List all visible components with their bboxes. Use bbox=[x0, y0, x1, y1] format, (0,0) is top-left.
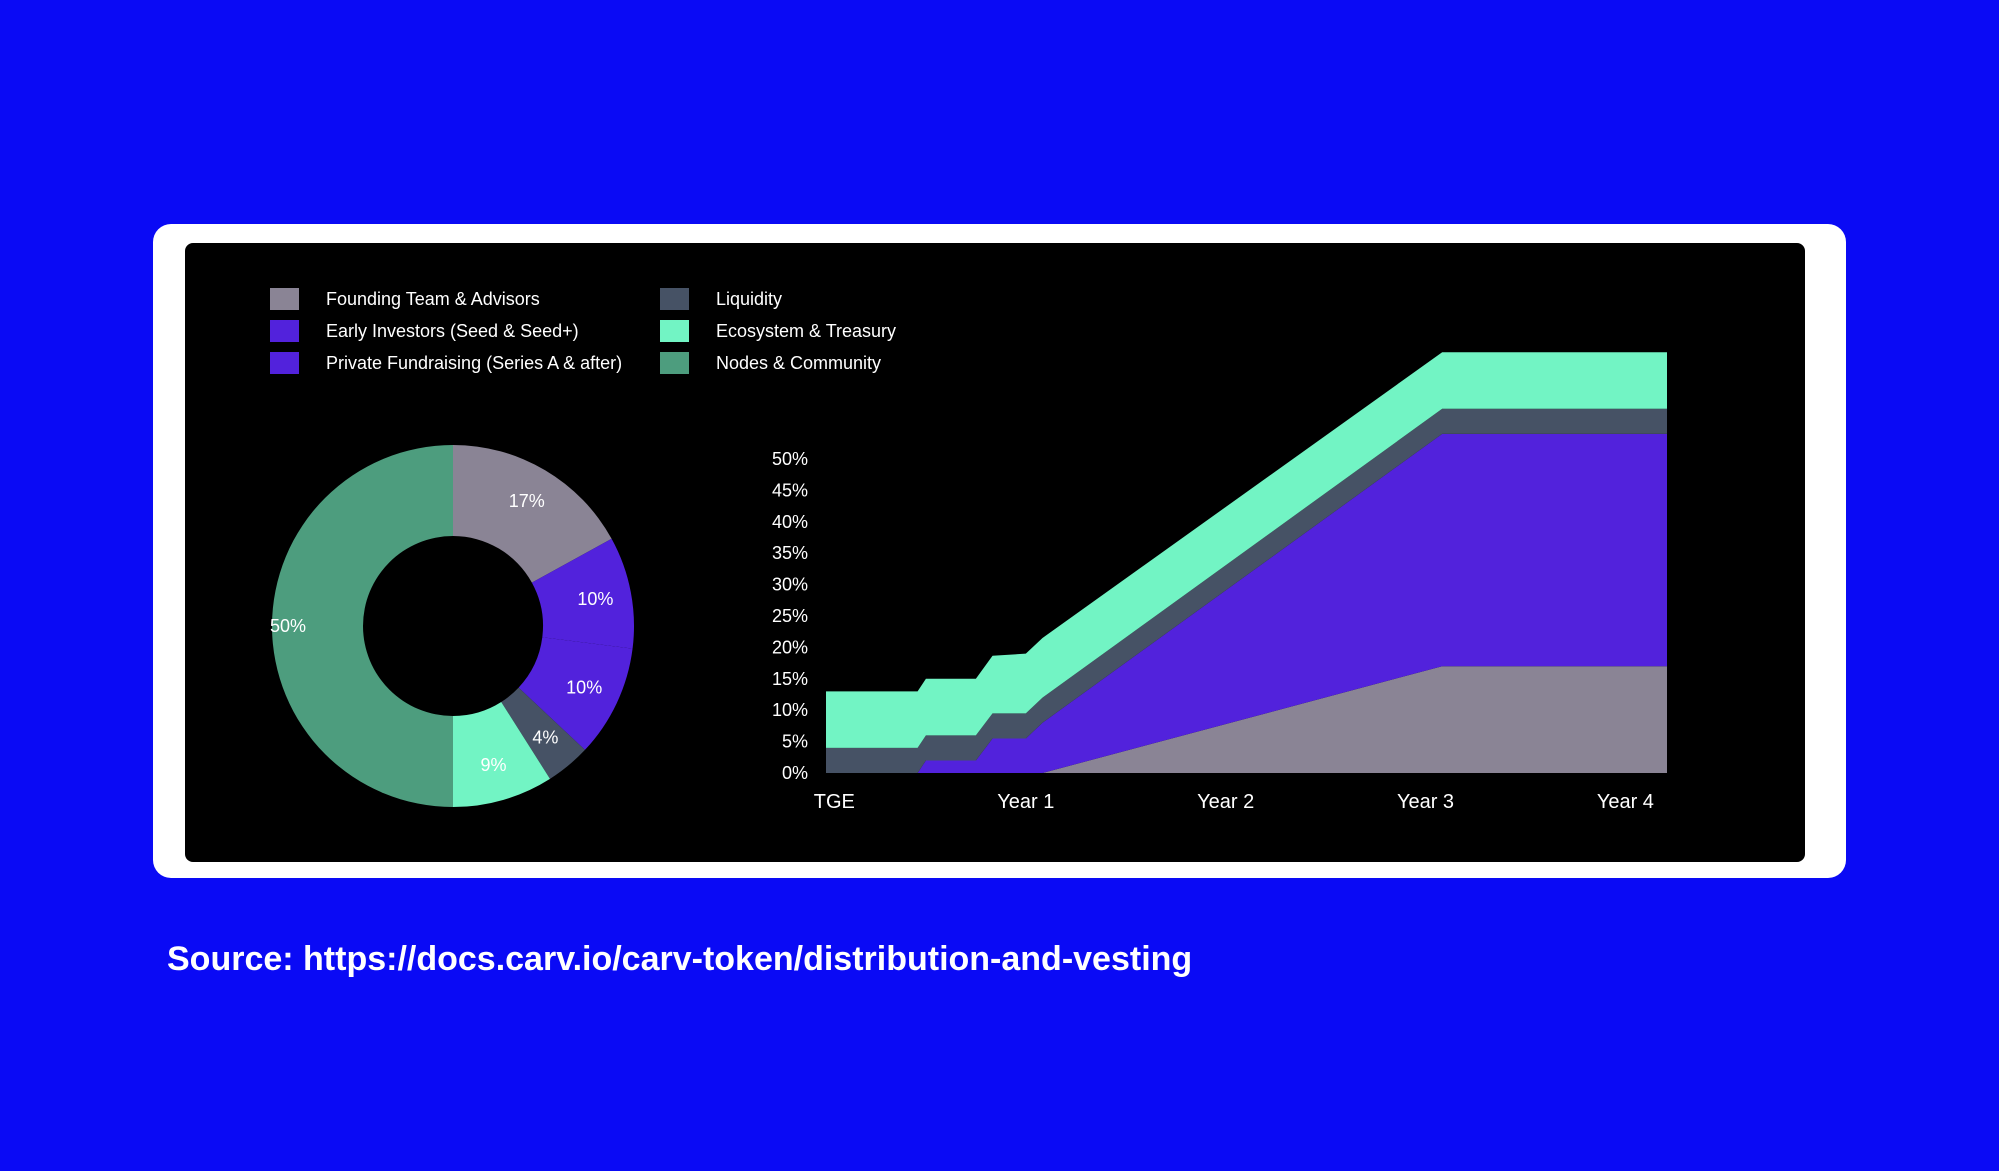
legend-label: Ecosystem & Treasury bbox=[716, 320, 897, 341]
x-tick-label: TGE bbox=[814, 791, 855, 813]
legend-item-nodes: Nodes & Community bbox=[660, 351, 881, 375]
pie-slice bbox=[453, 445, 612, 583]
x-tick-label: Year 4 bbox=[1597, 791, 1654, 813]
y-tick-label: 40% bbox=[772, 512, 808, 532]
legend-swatch bbox=[660, 352, 689, 374]
legend-swatch bbox=[270, 320, 299, 342]
y-tick-label: 0% bbox=[782, 763, 808, 783]
legend-item-liquidity: Liquidity bbox=[660, 287, 782, 311]
area-series bbox=[826, 433, 1667, 773]
pie-slice bbox=[518, 637, 633, 750]
y-tick-label: 15% bbox=[772, 669, 808, 689]
legend-swatch bbox=[270, 288, 299, 310]
area-series bbox=[826, 352, 1667, 748]
chart-panel: 17% 10% 10% 4% 9% 50% 0% 5% 10% 15% 20% 25% 30% 35% 4… bbox=[185, 243, 1805, 862]
legend: Founding Team & Advisors Liquidity Early… bbox=[270, 287, 970, 387]
y-tick-label: 10% bbox=[772, 700, 808, 720]
x-tick-label: Year 2 bbox=[1197, 791, 1254, 813]
pie-slice-label: 17% bbox=[509, 491, 545, 511]
legend-swatch bbox=[660, 320, 689, 342]
x-tick-label: Year 3 bbox=[1397, 791, 1454, 813]
y-tick-label: 35% bbox=[772, 543, 808, 563]
legend-label: Liquidity bbox=[716, 288, 783, 309]
y-tick-label: 50% bbox=[772, 449, 808, 469]
legend-item-ecosystem: Ecosystem & Treasury bbox=[660, 319, 896, 343]
pie-slice-label: 50% bbox=[270, 616, 306, 636]
area-series bbox=[826, 666, 1667, 773]
legend-label: Early Investors (Seed & Seed+) bbox=[326, 320, 579, 341]
y-tick-label: 25% bbox=[772, 606, 808, 626]
legend-label: Private Fundraising (Series A & after) bbox=[326, 352, 623, 373]
donut-chart: 17% 10% 10% 4% 9% 50% bbox=[270, 445, 634, 807]
y-tick-label: 45% bbox=[772, 480, 808, 500]
legend-item-founding: Founding Team & Advisors bbox=[270, 287, 540, 311]
pie-slice bbox=[453, 701, 550, 807]
pie-slice-label: 10% bbox=[566, 678, 602, 698]
pie-slice-label: 9% bbox=[480, 755, 506, 775]
legend-item-early-investors: Early Investors (Seed & Seed+) bbox=[270, 319, 579, 343]
stacked-area-chart: 0% 5% 10% 15% 20% 25% 30% 35% 40% 45% 50% TGE Year 1… bbox=[772, 352, 1667, 813]
y-tick-label: 30% bbox=[772, 575, 808, 595]
legend-swatch bbox=[660, 288, 689, 310]
y-tick-label: 20% bbox=[772, 637, 808, 657]
source-link[interactable]: Source: https://docs.carv.io/carv-token/… bbox=[167, 940, 1193, 978]
y-tick-label: 5% bbox=[782, 732, 808, 752]
pie-slice-label: 4% bbox=[532, 728, 558, 748]
chart-canvas: 17% 10% 10% 4% 9% 50% 0% 5% 10% 15% 20% 25% 30% 35% 4… bbox=[270, 352, 1667, 813]
pie-slice bbox=[501, 687, 585, 779]
pie-slice bbox=[531, 538, 634, 649]
legend-item-private-fundraising: Private Fundraising (Series A & after) bbox=[270, 351, 622, 375]
legend-swatch bbox=[270, 352, 299, 374]
pie-slice bbox=[272, 445, 453, 807]
legend-label: Nodes & Community bbox=[716, 352, 882, 373]
pie-slice-label: 10% bbox=[577, 589, 613, 609]
legend-label: Founding Team & Advisors bbox=[326, 288, 540, 309]
x-tick-label: Year 1 bbox=[997, 791, 1054, 813]
